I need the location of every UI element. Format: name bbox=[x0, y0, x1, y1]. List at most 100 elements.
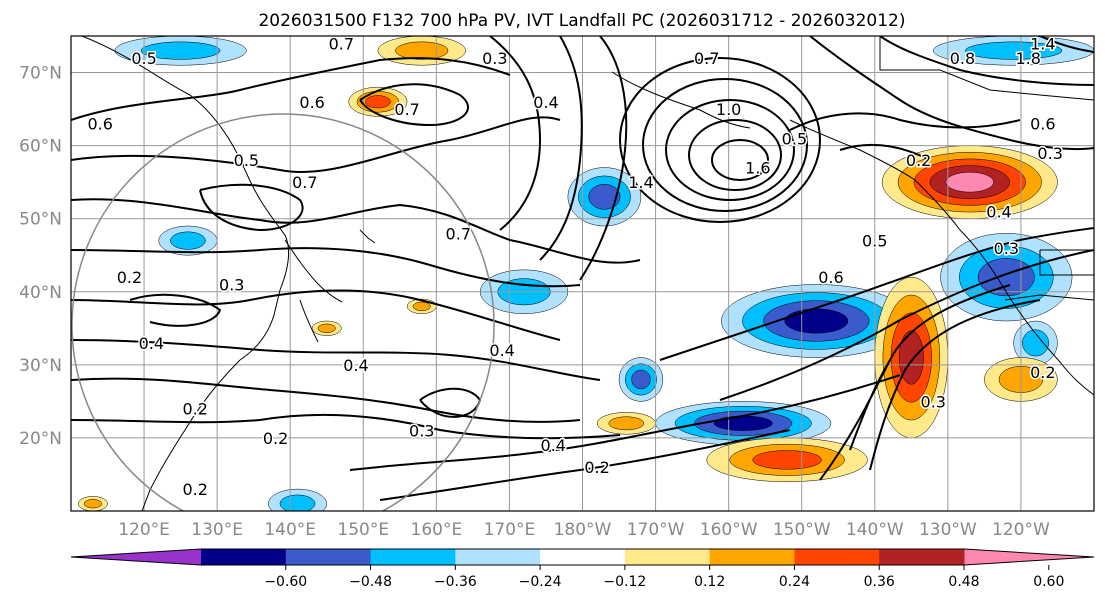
anomaly-blob-8 bbox=[268, 488, 327, 511]
lon-tick-label: 130°E bbox=[191, 520, 243, 540]
anomaly-band bbox=[713, 415, 773, 431]
contour-label: 0.4 bbox=[533, 93, 558, 112]
colorbar-tick-label: −0.60 bbox=[264, 574, 307, 590]
anomaly-band bbox=[945, 171, 994, 193]
anomaly-band bbox=[279, 494, 316, 511]
contour-label: 0.5 bbox=[782, 129, 807, 148]
anomaly-band bbox=[631, 369, 651, 390]
pv-contours bbox=[71, 36, 1094, 501]
lon-tick-label: 160°E bbox=[411, 520, 463, 540]
lat-tick-label: 40°N bbox=[19, 283, 62, 303]
contour-label: 0.7 bbox=[694, 49, 719, 68]
colorbar-segment bbox=[709, 549, 795, 565]
lon-tick-label: 160°W bbox=[700, 520, 758, 540]
anomaly-band bbox=[1022, 329, 1049, 357]
map-area: 0.70.50.60.6 0.70.30.40.7 0.81.41.81.00.51… bbox=[70, 34, 1095, 512]
colorbar-segment bbox=[370, 549, 456, 565]
anomaly-band bbox=[140, 41, 221, 60]
contour-label: 0.7 bbox=[394, 100, 419, 119]
contour-label: 0.3 bbox=[994, 239, 1019, 258]
lon-tick-label: 130°W bbox=[919, 520, 977, 540]
anomaly-band bbox=[588, 183, 621, 210]
lat-tick-label: 30°N bbox=[19, 356, 62, 376]
anomaly-blob-20 bbox=[78, 496, 108, 511]
anomaly-blob-1 bbox=[158, 225, 218, 256]
lon-tick-label: 150°E bbox=[337, 520, 389, 540]
anomaly-band bbox=[365, 95, 391, 109]
contour-label: 0.4 bbox=[139, 334, 164, 353]
contour-label: 0.3 bbox=[1037, 144, 1062, 163]
lat-tick-label: 70°N bbox=[19, 64, 62, 84]
contour-label: 0.4 bbox=[541, 436, 566, 455]
colorbar-tick-label: 0.36 bbox=[864, 574, 895, 590]
contour-label: 0.4 bbox=[343, 356, 368, 375]
contour-label: 1.4 bbox=[1030, 34, 1055, 53]
lon-tick-label: 140°E bbox=[264, 520, 316, 540]
contour-label: 0.4 bbox=[986, 202, 1011, 221]
lon-tick-label: 170°W bbox=[627, 520, 685, 540]
contour-label: 0.6 bbox=[88, 115, 113, 134]
contour-label: 0.2 bbox=[906, 151, 931, 170]
contour-label: 0.8 bbox=[950, 49, 975, 68]
anomaly-blob-7 bbox=[1013, 320, 1058, 366]
contour-label: 0.7 bbox=[446, 224, 471, 243]
contour-label: 0.5 bbox=[862, 232, 887, 251]
colorbar-tick-label: 0.48 bbox=[948, 574, 979, 590]
anomaly-blob-10 bbox=[114, 36, 247, 66]
colorbar-segment bbox=[624, 549, 711, 565]
colorbar-tick-label: 0.12 bbox=[694, 574, 725, 590]
contour-label: 0.2 bbox=[182, 400, 207, 419]
contour-label: 0.2 bbox=[117, 268, 142, 287]
contour-label: 1.6 bbox=[745, 159, 770, 178]
latitude-axis: 20°N 30°N 40°N 50°N 60°N 70°N bbox=[19, 64, 62, 449]
contour-label: 0.2 bbox=[1030, 363, 1055, 382]
anomaly-band bbox=[83, 499, 102, 509]
contour-label: 0.5 bbox=[131, 49, 156, 68]
contour-label: 0.2 bbox=[182, 480, 207, 499]
colorbar-segment bbox=[201, 549, 287, 565]
anomaly-blob-9 bbox=[933, 36, 1094, 66]
contour-label: 0.6 bbox=[1030, 115, 1055, 134]
lat-tick-label: 20°N bbox=[19, 429, 62, 449]
lon-tick-label: 150°W bbox=[773, 520, 831, 540]
colorbar-segment bbox=[455, 549, 541, 565]
anomaly-blob-16 bbox=[596, 412, 656, 435]
pv-contour-labels: 0.70.50.60.6 0.70.30.40.7 0.81.41.81.00.51… bbox=[86, 34, 1064, 501]
anomaly-blob-0 bbox=[567, 167, 642, 227]
contour-label: 0.3 bbox=[409, 422, 434, 441]
reference-circle bbox=[71, 113, 495, 511]
anomaly-blob-3 bbox=[618, 357, 664, 402]
colorbar-extend-max bbox=[964, 549, 1094, 565]
colorbar-segment bbox=[794, 549, 880, 565]
colorbar-segment bbox=[285, 549, 372, 565]
anomaly-band bbox=[752, 450, 822, 470]
anomaly-band bbox=[608, 416, 645, 431]
anomaly-blob-18 bbox=[311, 320, 342, 336]
longitude-axis: 120°E 130°E 140°E 150°E 160°E 170°E 180°W 170°W… bbox=[118, 520, 1050, 540]
contour-label: 0.2 bbox=[584, 458, 609, 477]
coastlines bbox=[81, 36, 1094, 511]
colorbar bbox=[70, 548, 1095, 566]
anomaly-band bbox=[317, 323, 336, 333]
colorbar-tick-label: −0.36 bbox=[434, 574, 477, 590]
contour-label: 1.4 bbox=[628, 173, 653, 192]
lon-tick-label: 140°W bbox=[846, 520, 904, 540]
lat-lon-grid bbox=[71, 36, 1094, 511]
colorbar-tick-labels: −0.60 −0.48 −0.36 −0.24 −0.12 0.12 0.24 0.36 0.4… bbox=[264, 565, 1064, 590]
lon-tick-label: 120°E bbox=[118, 520, 170, 540]
contour-label: 0.6 bbox=[299, 93, 324, 112]
lon-tick-label: 180°W bbox=[554, 520, 612, 540]
contour-label: 0.7 bbox=[329, 34, 354, 53]
contour-label: 0.3 bbox=[921, 392, 946, 411]
contour-label: 0.3 bbox=[219, 275, 244, 294]
contour-label: 1.0 bbox=[716, 100, 741, 119]
lat-tick-label: 50°N bbox=[19, 210, 62, 230]
colorbar-tick-label: −0.12 bbox=[603, 574, 646, 590]
contour-label: 0.4 bbox=[489, 341, 514, 360]
map-frame bbox=[70, 35, 1095, 512]
anomaly-band bbox=[965, 41, 1063, 60]
colorbar-tick-label: 0.60 bbox=[1033, 574, 1064, 590]
colorbar-segment bbox=[879, 549, 965, 565]
lon-tick-label: 120°W bbox=[992, 520, 1050, 540]
